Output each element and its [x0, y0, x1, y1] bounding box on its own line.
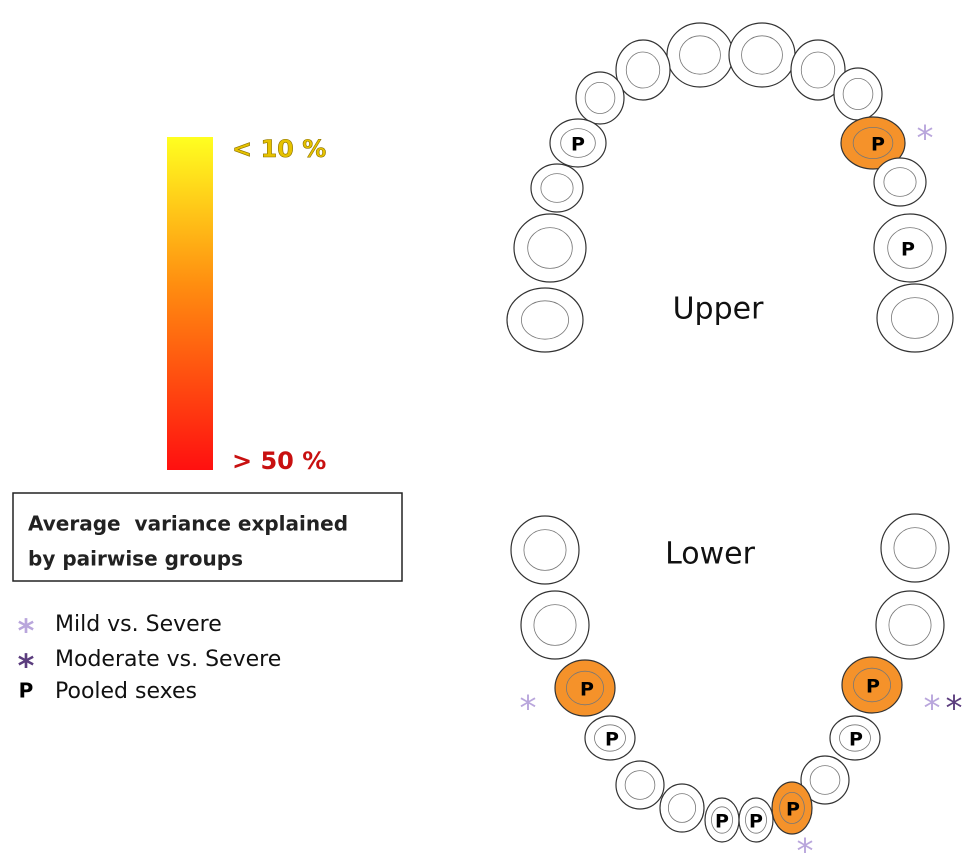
tooth [667, 23, 733, 87]
tooth [616, 761, 664, 809]
diagram: < 10 % > 50 % Average variance explained… [0, 0, 965, 856]
arch-label: Lower [665, 537, 756, 572]
legend-label: Pooled sexes [55, 679, 197, 704]
tooth [514, 214, 586, 282]
tooth-mark: P [866, 676, 880, 698]
legend-symbol: P [19, 679, 34, 703]
tooth [531, 164, 583, 212]
tooth-mark: P [849, 729, 863, 751]
colorbar-bottom-label: > 50 % [232, 447, 326, 475]
legend-label: Moderate vs. Severe [55, 647, 281, 672]
tooth [834, 68, 882, 120]
tooth [576, 72, 624, 124]
arch-label: Upper [673, 292, 765, 327]
asterisk: * [520, 689, 537, 729]
tooth-mark: P [749, 811, 763, 833]
asterisk: * [924, 689, 941, 729]
tooth-mark: P [715, 811, 729, 833]
tooth [511, 516, 579, 584]
tooth [507, 288, 583, 352]
tooth [729, 23, 795, 87]
tooth [521, 591, 589, 659]
color-bar [167, 137, 213, 470]
asterisk: * [946, 689, 963, 729]
legend-label: Mild vs. Severe [55, 612, 222, 637]
tooth [881, 514, 949, 582]
caption-line: Average variance explained [28, 512, 348, 536]
tooth [660, 784, 704, 832]
tooth-mark: P [571, 134, 585, 156]
tooth-mark: P [786, 799, 800, 821]
tooth [874, 158, 926, 206]
legend-symbol: * [18, 612, 35, 650]
colorbar-top-label: < 10 % [232, 135, 326, 163]
tooth-mark: P [871, 134, 885, 156]
tooth [877, 284, 953, 352]
asterisk: * [797, 832, 814, 856]
tooth [616, 40, 670, 100]
tooth [876, 591, 944, 659]
asterisk: * [917, 119, 934, 159]
page: {"colorbar": {"top_label": "< 10 %", "bo… [0, 0, 965, 856]
tooth-mark: P [580, 679, 594, 701]
caption-line: by pairwise groups [28, 547, 243, 571]
tooth-mark: P [901, 239, 915, 261]
tooth-mark: P [605, 729, 619, 751]
